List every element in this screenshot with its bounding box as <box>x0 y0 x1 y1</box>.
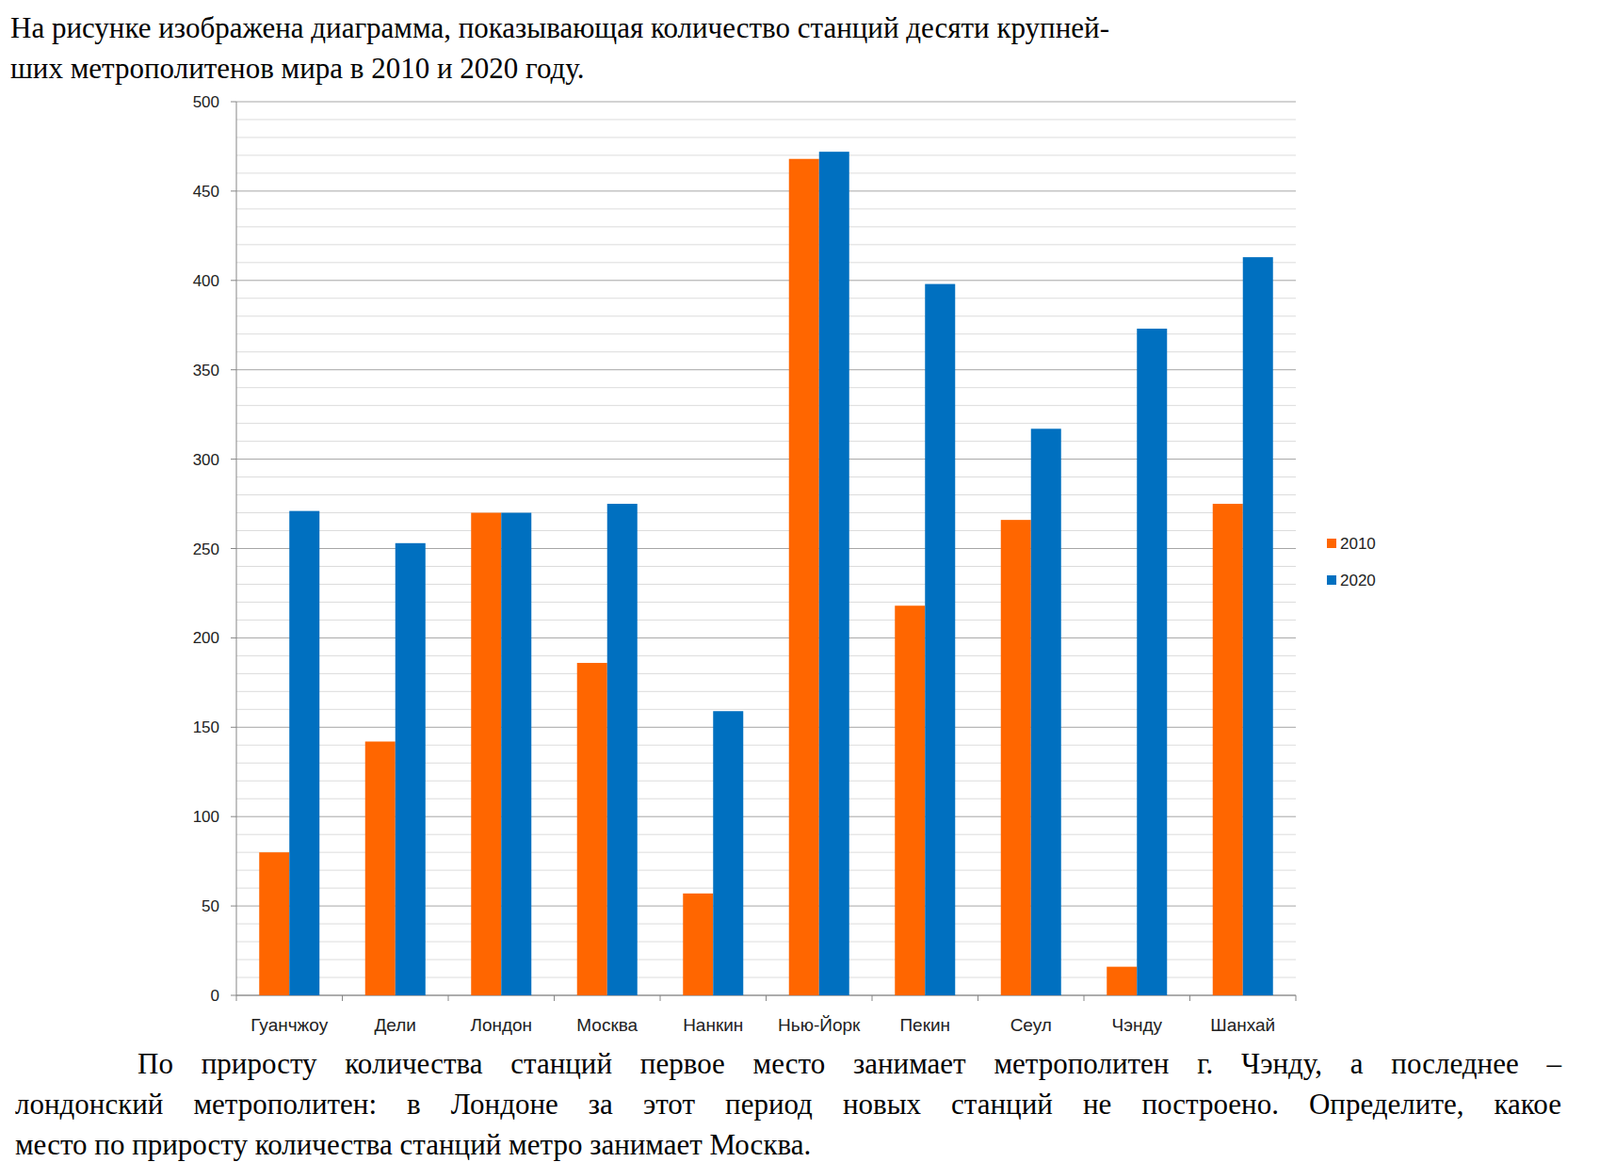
x-tick-label: Пекин <box>899 1015 951 1035</box>
legend-label: 2010 <box>1340 534 1376 553</box>
y-tick <box>230 458 237 460</box>
y-tick <box>230 279 237 281</box>
y-axis <box>236 101 238 996</box>
minor-grid-line <box>236 243 1296 245</box>
x-tick <box>872 995 873 1002</box>
x-tick <box>1083 995 1085 1002</box>
minor-grid-line <box>236 226 1296 227</box>
x-tick-label: Сеул <box>1010 1015 1052 1035</box>
question-line: место по приросту количества станций мет… <box>15 1124 811 1162</box>
x-tick <box>341 995 343 1002</box>
x-tick-label: Дели <box>373 1015 417 1035</box>
grid-line <box>236 101 1296 103</box>
bar <box>1001 519 1032 996</box>
y-tick <box>230 637 237 639</box>
y-tick <box>230 995 237 997</box>
bar <box>1031 428 1062 996</box>
x-tick <box>236 995 238 1002</box>
x-tick <box>1295 995 1297 1002</box>
bar <box>789 159 820 996</box>
x-tick <box>660 995 662 1002</box>
bar <box>1212 503 1244 996</box>
y-tick-label: 200 <box>193 629 220 647</box>
bar <box>501 513 532 996</box>
bar <box>819 151 850 996</box>
legend-label: 2020 <box>1340 571 1376 590</box>
minor-grid-line <box>236 136 1296 138</box>
bar <box>289 511 320 996</box>
y-tick <box>230 727 237 728</box>
x-tick-label: Шанхай <box>1210 1015 1276 1035</box>
x-tick <box>765 995 767 1002</box>
chart: 0 50 100 150 200 250 300 350 400 450 500 Гуанчжоу Де… <box>0 0 1600 1162</box>
y-tick <box>230 548 237 550</box>
bar <box>577 662 608 996</box>
minor-grid-line <box>236 261 1296 263</box>
bar <box>258 852 290 996</box>
minor-grid-line <box>236 118 1296 120</box>
grid-line <box>236 279 1296 281</box>
x-tick-label: Нью-Йорк <box>777 1015 861 1035</box>
minor-grid-line <box>236 154 1296 156</box>
y-tick <box>230 190 237 192</box>
x-tick-label: Нанкин <box>682 1015 744 1035</box>
x-tick-label: Гуанчжоу <box>250 1015 328 1035</box>
question-line: По приросту количества станций первое ме… <box>137 1043 1562 1084</box>
x-tick-label: Москва <box>576 1015 638 1035</box>
question-line: лондонский метрополитен: в Лондоне за эт… <box>15 1083 1562 1125</box>
y-tick-label: 100 <box>193 808 220 826</box>
y-tick <box>230 816 237 818</box>
y-tick-label: 350 <box>193 361 220 380</box>
x-tick <box>977 995 979 1002</box>
minor-grid-line <box>236 208 1296 210</box>
y-tick-label: 250 <box>193 540 220 559</box>
bar <box>894 605 925 996</box>
x-tick-label: Лондон <box>469 1015 533 1035</box>
bar <box>924 284 955 996</box>
bar <box>1136 328 1167 996</box>
minor-grid-line <box>236 172 1296 174</box>
bar <box>607 503 638 996</box>
bar <box>682 893 713 996</box>
x-tick <box>448 995 450 1002</box>
y-tick-label: 150 <box>193 718 220 737</box>
bar <box>1106 967 1137 996</box>
minor-grid-line <box>236 315 1296 317</box>
minor-grid-line <box>236 297 1296 299</box>
x-tick-label: Чэнду <box>1112 1015 1164 1035</box>
legend-swatch <box>1326 575 1337 585</box>
y-tick-label: 450 <box>193 182 220 201</box>
legend-swatch <box>1326 538 1337 549</box>
intro-line: ших метрополитенов мира в 2010 и 2020 го… <box>10 48 584 89</box>
intro-line: На рисунке изображена диаграмма, показыв… <box>10 7 1110 49</box>
y-tick-label: 400 <box>193 272 220 291</box>
bar <box>395 543 426 996</box>
bar <box>1243 257 1274 996</box>
y-tick-label: 300 <box>193 451 220 469</box>
grid-line <box>236 190 1296 192</box>
y-tick <box>230 101 237 103</box>
y-tick-label: 0 <box>210 986 220 1005</box>
bar <box>712 711 744 996</box>
bars <box>258 151 1274 996</box>
bar <box>470 513 502 996</box>
x-tick <box>1189 995 1191 1002</box>
y-tick <box>230 369 237 371</box>
y-tick <box>230 905 237 907</box>
y-tick-label: 500 <box>193 93 220 112</box>
bar <box>365 741 396 996</box>
x-tick <box>553 995 555 1002</box>
y-tick-label: 50 <box>201 897 220 916</box>
